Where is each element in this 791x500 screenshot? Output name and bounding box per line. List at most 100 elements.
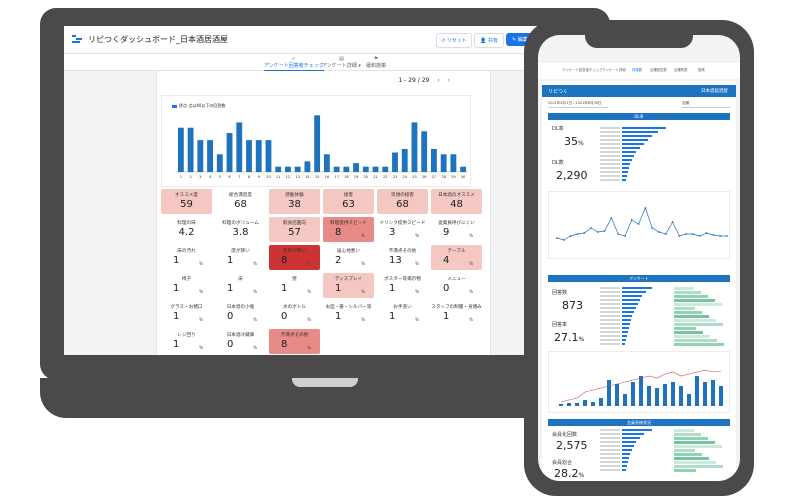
score-tile[interactable]: テーブル 4% xyxy=(431,245,482,270)
mobile-tab[interactable]: 店舗回答数 xyxy=(650,68,667,72)
table-row xyxy=(600,429,730,432)
score-tile[interactable]: 不満点その他 8% xyxy=(269,329,320,354)
score-tile[interactable]: スタッフの制服・身嗜み 1% xyxy=(431,301,482,326)
score-tile[interactable]: 料理の味 4.2 xyxy=(161,217,212,242)
score-tile-unit: % xyxy=(361,317,365,322)
check-icon: ✓ xyxy=(291,56,296,62)
tab-survey-check[interactable]: ✓ アンケート回答者チェック xyxy=(264,56,324,72)
bar[interactable] xyxy=(323,154,330,172)
bar[interactable] xyxy=(382,166,389,172)
score-tile[interactable]: 日本酒のオススメ 48 xyxy=(431,189,482,214)
mobile-tab[interactable]: 施策 xyxy=(698,68,705,72)
score-tile[interactable]: 居心地悪い 2% xyxy=(323,245,374,270)
x-tick-label: 14 xyxy=(305,175,310,179)
bar[interactable] xyxy=(411,122,418,172)
score-tile[interactable]: 日本酒冷蔵庫 0% xyxy=(215,329,266,354)
bar[interactable] xyxy=(353,163,359,172)
x-tick-label: 3 xyxy=(199,175,201,179)
score-tile[interactable]: 笑顔の接客 68 xyxy=(377,189,428,214)
bar[interactable] xyxy=(177,127,184,172)
bar[interactable] xyxy=(294,166,301,172)
mobile-tab[interactable]: アンケート詳細 xyxy=(602,68,626,72)
score-tile[interactable]: 接客 63 xyxy=(323,189,374,214)
tab-label: アンケート詳細 ▾ xyxy=(322,63,361,69)
mobile-tab-active[interactable]: 評価数 xyxy=(632,68,643,72)
row-bar xyxy=(622,127,666,129)
score-tile[interactable]: 不満点その他 13% xyxy=(377,245,428,270)
score-tile-label: 日本酒冷蔵庫 xyxy=(226,333,255,338)
table-row xyxy=(600,441,730,444)
score-tile[interactable]: 日本酒の小瓶 0% xyxy=(215,301,266,326)
bar[interactable] xyxy=(401,148,408,172)
score-tile[interactable]: 水のボトル 0% xyxy=(269,301,320,326)
prev-page-icon[interactable]: ‹ xyxy=(437,77,440,84)
bar[interactable] xyxy=(265,140,272,172)
bar[interactable] xyxy=(392,152,398,172)
score-tile[interactable]: お手洗い 1% xyxy=(377,301,428,326)
kpi-value: 2,290 xyxy=(556,169,588,182)
date-range-filter[interactable]: 2021年6月1日 - 2021年6月30日 xyxy=(548,101,608,108)
bar[interactable] xyxy=(226,133,233,172)
score-tile[interactable]: 感動体験 38 xyxy=(269,189,320,214)
bar[interactable] xyxy=(207,140,213,172)
share-button[interactable]: 👤 共有 xyxy=(474,33,504,48)
bar[interactable] xyxy=(450,154,457,172)
bar[interactable] xyxy=(197,140,204,172)
bar[interactable] xyxy=(304,161,311,172)
score-tile[interactable]: オススメ度 59 xyxy=(161,189,212,214)
next-page-icon[interactable]: › xyxy=(447,77,450,84)
bar[interactable] xyxy=(460,166,467,172)
bar[interactable] xyxy=(343,166,350,172)
bar[interactable] xyxy=(333,166,340,172)
score-tile-label: お皿・箸・シルバー等 xyxy=(325,305,372,310)
bar[interactable] xyxy=(187,127,194,172)
bar[interactable] xyxy=(421,131,428,172)
bar[interactable] xyxy=(255,140,262,172)
score-tile[interactable]: 床 1% xyxy=(215,273,266,298)
x-tick-label: 11 xyxy=(276,175,281,179)
store-filter[interactable]: 店舗 xyxy=(682,101,730,108)
mobile-tab[interactable]: 店舗別数 xyxy=(674,68,688,72)
score-tile[interactable]: グラス・お猪口 1% xyxy=(161,301,212,326)
score-tile[interactable]: 従業員呼びにくい 9% xyxy=(431,217,482,242)
bar[interactable] xyxy=(440,154,447,172)
x-tick-label: 17 xyxy=(334,175,339,179)
row-bar xyxy=(622,167,629,169)
bar[interactable] xyxy=(236,122,243,172)
tab-label: 緩和施策 xyxy=(366,63,387,69)
score-tile[interactable]: 壁 1% xyxy=(269,273,320,298)
row-bar xyxy=(622,163,630,165)
score-tile-value: 59 xyxy=(180,199,193,210)
score-tile[interactable]: 床の汚れ 1% xyxy=(161,245,212,270)
x-tick-label: 9 xyxy=(258,175,261,179)
bar[interactable] xyxy=(216,154,223,172)
x-tick-label: 30 xyxy=(461,175,466,179)
score-tile[interactable]: 飲食店面向 57 xyxy=(269,217,320,242)
bar[interactable] xyxy=(285,166,291,172)
bar[interactable] xyxy=(314,115,321,172)
score-tile[interactable]: メニュー 0% xyxy=(431,273,482,298)
score-tile[interactable]: ディスプレイ 1% xyxy=(323,273,374,298)
bar[interactable] xyxy=(431,148,437,172)
mobile-tab[interactable]: アンケート回答者チェック xyxy=(562,68,603,72)
score-tile[interactable]: ポスター等掲示物 1% xyxy=(377,273,428,298)
x-tick-label: 8 xyxy=(248,175,251,179)
tab-measures[interactable]: ⚑ 緩和施策 xyxy=(366,56,386,69)
score-tile[interactable]: お皿・箸・シルバー等 1% xyxy=(323,301,374,326)
score-tile[interactable]: 店内が暗い 8% xyxy=(269,245,320,270)
score-tile[interactable]: 料理のボリューム 3.8 xyxy=(215,217,266,242)
reset-button[interactable]: ↺ リセット xyxy=(436,33,472,48)
bar[interactable] xyxy=(372,166,379,172)
bar[interactable] xyxy=(362,166,369,172)
bar[interactable] xyxy=(246,140,252,172)
score-tile[interactable]: ドリンク提供スピード 3% xyxy=(377,217,428,242)
bar[interactable] xyxy=(275,166,282,172)
score-tile[interactable]: 総合満足度 68 xyxy=(215,189,266,214)
score-tile[interactable]: 席が狭い 1% xyxy=(215,245,266,270)
score-tile[interactable]: 料理提供スピード 8% xyxy=(323,217,374,242)
score-tile[interactable]: レジ回り 1% xyxy=(161,329,212,354)
score-tile-value: 57 xyxy=(288,227,301,238)
score-tile[interactable]: 椅子 1% xyxy=(161,273,212,298)
tab-survey-detail[interactable]: ▤ アンケート詳細 ▾ xyxy=(322,56,361,69)
line-series xyxy=(556,207,727,241)
